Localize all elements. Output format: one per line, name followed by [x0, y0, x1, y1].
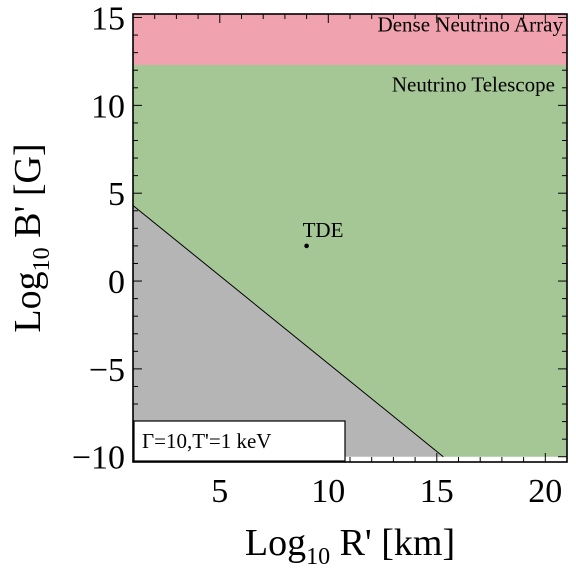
boundary-line — [132, 205, 444, 458]
region-label-neutrino-telescope: Neutrino Telescope — [392, 72, 555, 96]
x-tick-label: 5 — [211, 473, 228, 510]
x-tick-label: 20 — [528, 473, 562, 510]
region-1 — [133, 64, 567, 457]
y-axis-title-subscript: 10 — [29, 247, 55, 271]
y-tick-label: 0 — [108, 264, 125, 301]
x-tick-label: 10 — [311, 473, 345, 510]
tick-labels: 5 10 15 20 −10 −5 0 5 10 15 — [72, 1, 562, 510]
y-tick-label: 5 — [108, 176, 125, 213]
region-label-dense-neutrino-array: Dense Neutrino Array — [378, 13, 564, 37]
x-axis-title-rest: R' [km] — [330, 522, 455, 564]
y-tick-label: 10 — [91, 88, 125, 125]
x-axis-title-subscript: 10 — [306, 544, 330, 569]
region-0 — [133, 14, 567, 65]
y-tick-label: −5 — [89, 352, 125, 389]
data-point-tde — [304, 243, 309, 249]
y-tick-label: −10 — [72, 440, 125, 477]
x-axis-title: Log10 R' [km] — [245, 522, 455, 569]
y-axis-title: Log10 B' [G] — [7, 143, 55, 332]
point-label-tde: TDE — [303, 218, 344, 242]
y-axis-title-rest: B' [G] — [7, 143, 49, 247]
legend-text: Γ=10,T'=1 keV — [142, 429, 271, 453]
legend-box — [133, 420, 346, 462]
y-axis-title-main: Log — [7, 271, 49, 332]
x-tick-label: 15 — [420, 473, 454, 510]
x-axis-title-main: Log — [245, 522, 306, 564]
y-tick-label: 15 — [91, 1, 125, 38]
